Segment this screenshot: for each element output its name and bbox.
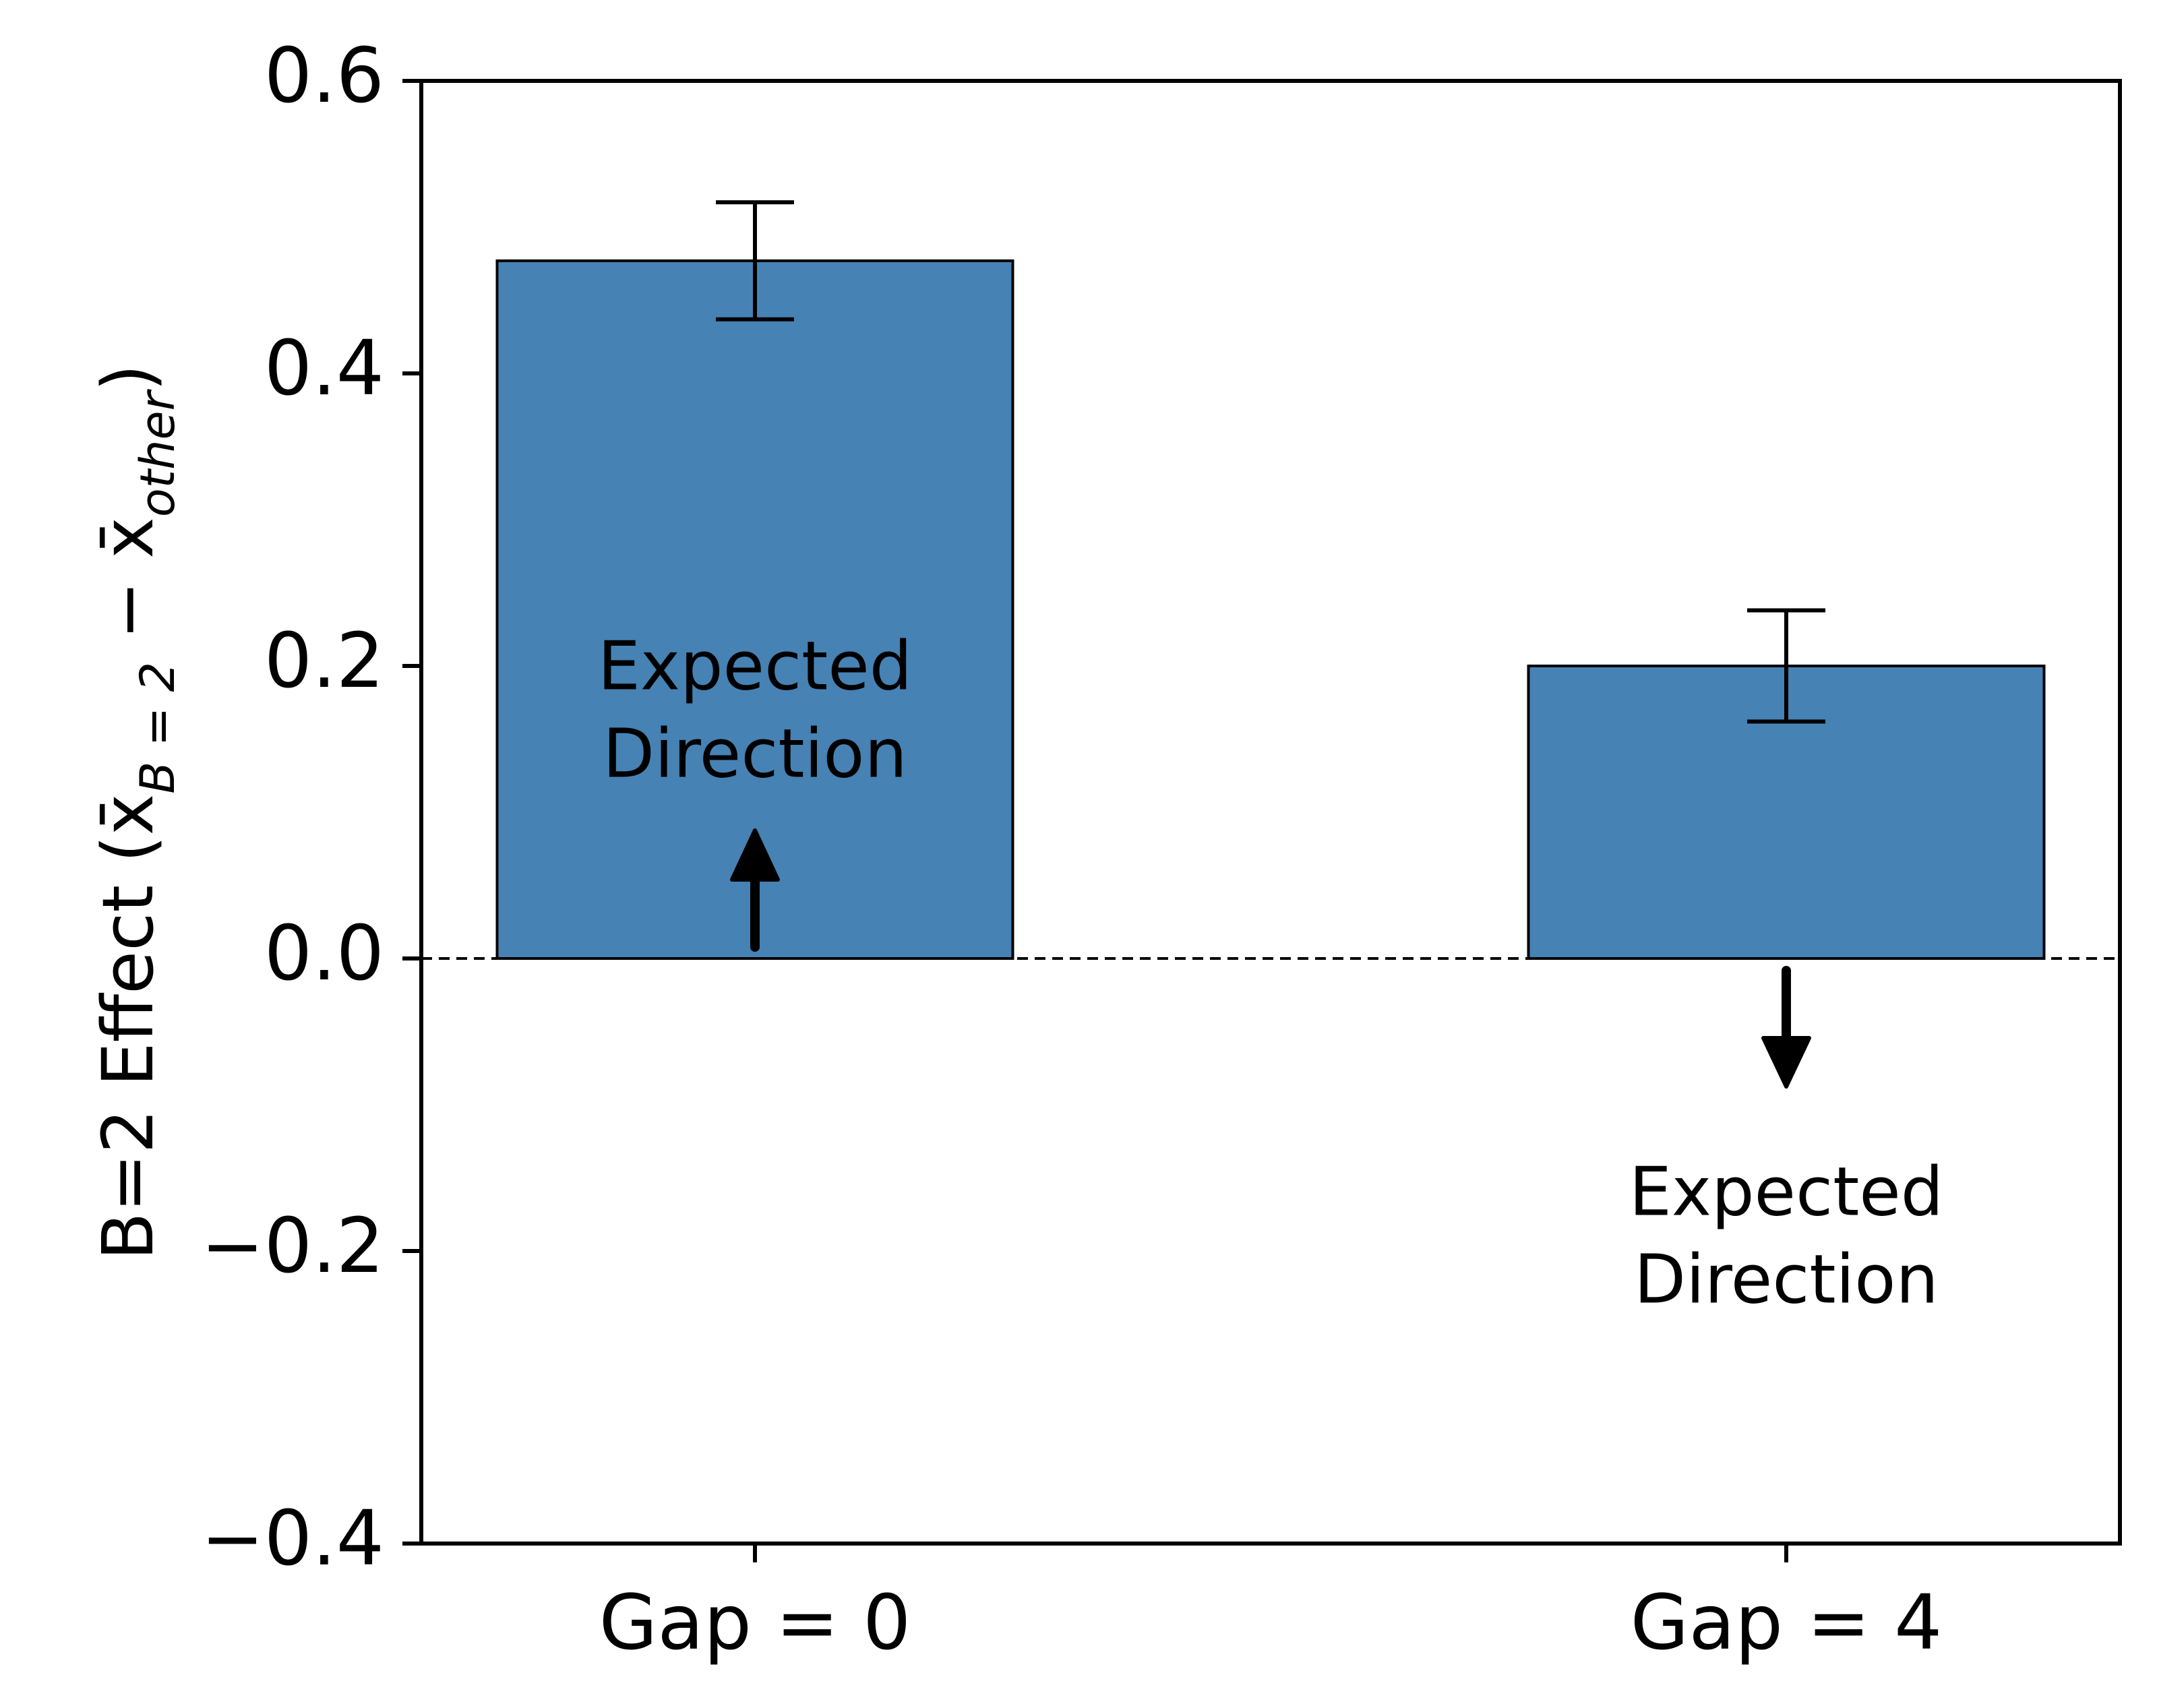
y-tick-label: 0.0 xyxy=(264,910,384,998)
error-bar-2 xyxy=(1747,608,1825,724)
annotation-line-2: Direction xyxy=(1634,1240,1939,1318)
arrow-down-icon xyxy=(1761,1036,1811,1089)
x-category-label: Gap = 4 xyxy=(1631,1579,1943,1667)
annotation-expected-direction-1: Expected Direction xyxy=(598,626,913,952)
x-category-label: Gap = 0 xyxy=(599,1579,911,1667)
error-bars-layer xyxy=(716,200,1825,724)
y-axis-label: B=2 Effect (x̄B = 2 − x̄other) xyxy=(87,364,185,1260)
annotation-line-2: Direction xyxy=(603,714,907,793)
annotation-line-1: Expected xyxy=(1629,1152,1944,1231)
annotation-expected-direction-2: Expected Direction xyxy=(1629,966,1944,1318)
x-axis-ticks: Gap = 0 Gap = 4 xyxy=(599,1544,1943,1667)
y-tick-label: 0.6 xyxy=(264,32,384,120)
plot-frame xyxy=(419,79,2122,1546)
y-tick-label: 0.4 xyxy=(264,325,384,413)
y-tick-label: −0.4 xyxy=(201,1495,384,1583)
y-tick-label: −0.2 xyxy=(201,1202,384,1290)
y-axis-ticks: −0.4 −0.2 0.0 0.2 0.4 0.6 xyxy=(201,32,421,1583)
y-tick-label: 0.2 xyxy=(264,617,384,705)
annotations-layer: Expected Direction Expected Direction xyxy=(598,626,1944,1318)
arrow-up-icon xyxy=(730,828,780,882)
annotation-line-1: Expected xyxy=(598,626,913,705)
error-bar-1 xyxy=(716,200,794,322)
